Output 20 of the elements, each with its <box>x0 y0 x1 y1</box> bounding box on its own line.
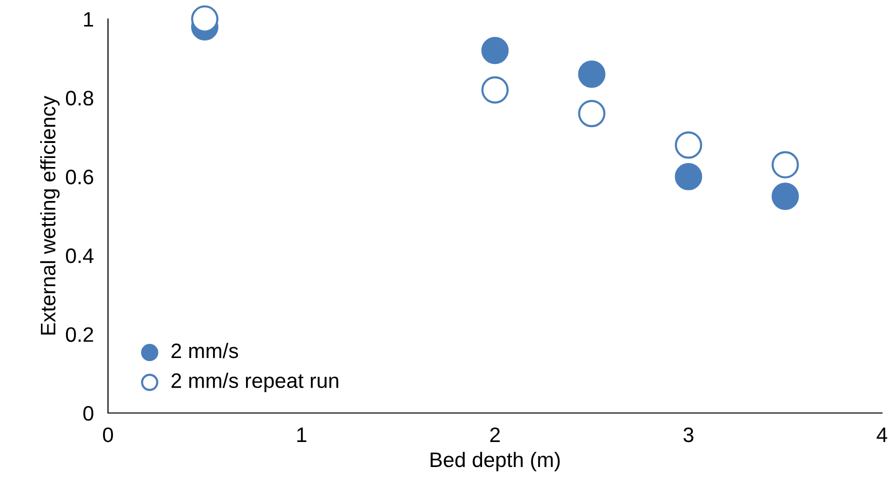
x-tick-label: 4 <box>876 428 888 442</box>
y-tick-label: 1 <box>84 12 94 27</box>
y-tick-label: 0.8 <box>66 90 94 106</box>
point <box>674 162 702 190</box>
legend-label: 2 mm/s repeat run <box>172 372 338 392</box>
y-tick-label: 0.6 <box>66 170 94 184</box>
y-tick-label: 0 <box>83 406 94 421</box>
x-tick-label: 3 <box>684 427 694 442</box>
x-axis-title: Bed depth (m) <box>430 452 560 472</box>
point <box>191 5 218 33</box>
legend-label: 2 mm/s <box>172 342 238 358</box>
x-tick-label: 2 <box>490 427 500 442</box>
x-tick-label: 1 <box>297 428 306 442</box>
y-tick-label: 0.4 <box>66 248 94 264</box>
point <box>481 36 509 64</box>
point <box>578 60 606 88</box>
point <box>772 182 799 210</box>
y-tick-label: 0.2 <box>66 327 94 342</box>
y-axis-title: External wetting efficiency <box>40 96 60 335</box>
x-tick-label: 0 <box>103 427 113 442</box>
